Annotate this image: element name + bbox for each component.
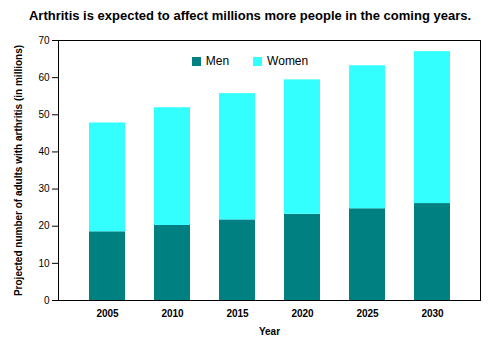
svg-text:60: 60 — [38, 72, 50, 83]
svg-text:40: 40 — [38, 146, 50, 157]
html-text:Men: Men — [205, 54, 230, 68]
svg-text:2010: 2010 — [161, 308, 184, 319]
svg-text:2015: 2015 — [226, 308, 249, 319]
svg-text:10: 10 — [38, 258, 50, 269]
svg-text:Projected number of adults wit: Projected number of adults with arthriti… — [13, 45, 24, 296]
html-text:Arthritis is expected to affec: Arthritis is expected to affect millions… — [28, 8, 471, 23]
svg-text:20: 20 — [38, 220, 50, 231]
svg-text:2030: 2030 — [421, 308, 444, 319]
svg-text:Year: Year — [259, 326, 280, 337]
svg-text:2025: 2025 — [356, 308, 379, 319]
svg-text:2020: 2020 — [291, 308, 314, 319]
svg-text:30: 30 — [38, 183, 50, 194]
svg-text:70: 70 — [38, 35, 50, 46]
svg-text:2005: 2005 — [96, 308, 119, 319]
svg-text:0: 0 — [44, 295, 50, 306]
html-text:Women: Women — [267, 54, 309, 68]
svg-text:50: 50 — [38, 109, 50, 120]
